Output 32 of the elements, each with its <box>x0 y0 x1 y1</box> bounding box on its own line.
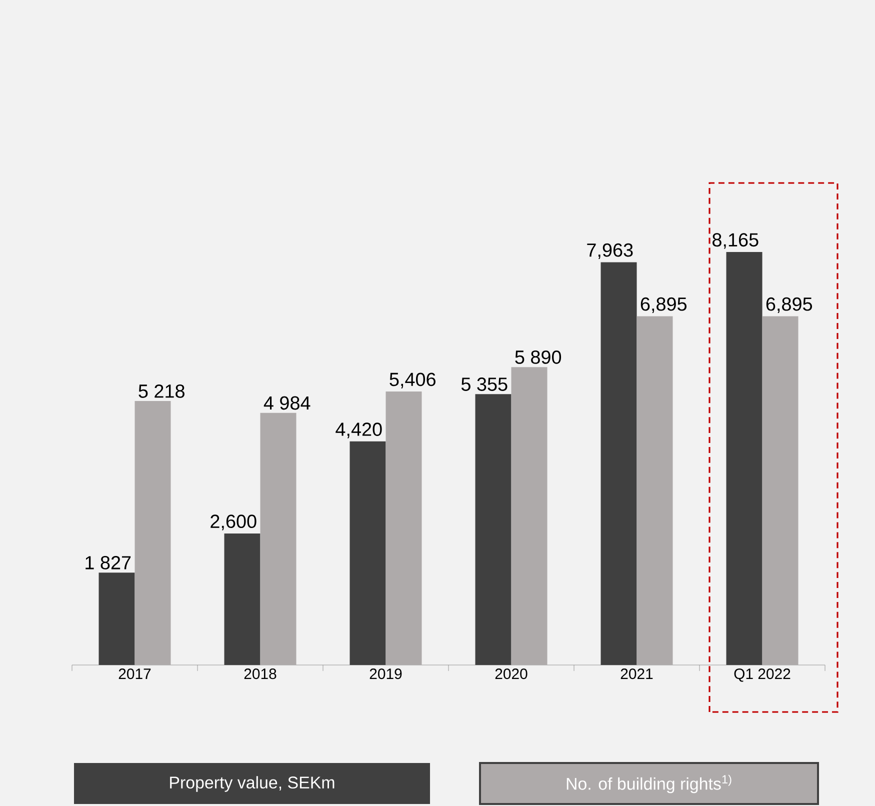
data-label: 5 355 <box>461 378 508 391</box>
x-tick-label: 2018 <box>244 668 276 680</box>
bar <box>726 252 762 665</box>
bar <box>224 533 260 665</box>
bar <box>636 316 673 665</box>
x-tick-label: 2020 <box>495 668 528 680</box>
bar <box>134 401 171 665</box>
bar <box>475 394 512 665</box>
data-label: 8,165 <box>712 233 758 249</box>
x-tick-label: Q1 2022 <box>734 668 790 682</box>
x-tick-label: 2017 <box>118 668 151 680</box>
text: Property value, SEKm <box>170 776 334 792</box>
data-label: 5,406 <box>390 372 436 388</box>
x-tick-label: 2021 <box>620 668 653 680</box>
bar <box>98 572 135 665</box>
x-tick-label: 2019 <box>370 668 402 680</box>
bar <box>600 262 637 665</box>
data-label: 4,420 <box>336 422 382 438</box>
bar <box>260 412 296 665</box>
data-label: 5 890 <box>515 350 562 364</box>
bar <box>350 441 386 665</box>
data-label: 4 984 <box>264 396 310 410</box>
data-label: 7,963 <box>587 243 633 260</box>
bar <box>386 392 422 665</box>
text: No. of building rights$^{1)}$ <box>566 774 732 794</box>
data-label: 5 218 <box>138 384 184 398</box>
data-label: 2,600 <box>210 514 256 530</box>
bar <box>762 316 798 665</box>
data-label: 1 827 <box>86 556 131 570</box>
bar <box>511 367 548 665</box>
data-label: 6,895 <box>766 297 812 314</box>
data-label: 6,895 <box>640 297 687 314</box>
